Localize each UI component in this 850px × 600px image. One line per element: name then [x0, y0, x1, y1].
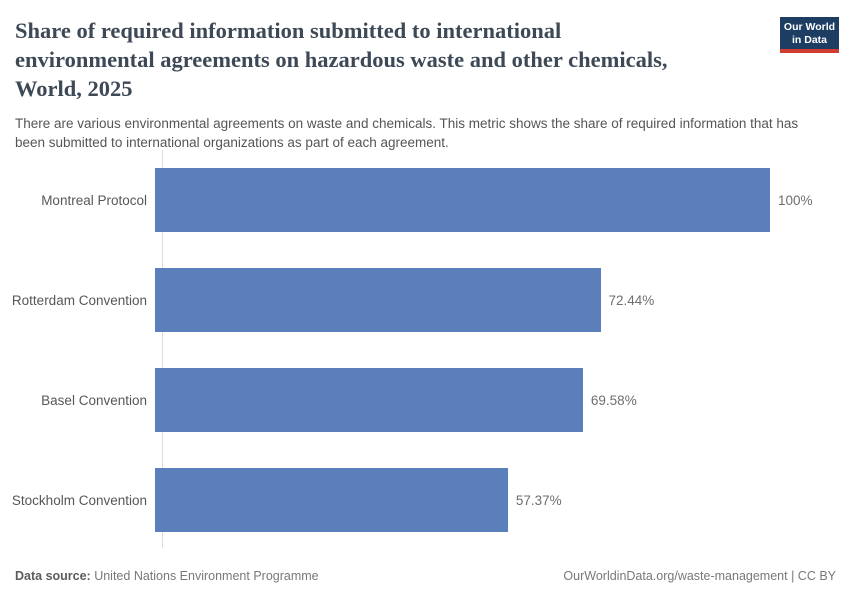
header: Share of required information submitted … — [15, 16, 839, 152]
data-source-text: United Nations Environment Programme — [90, 569, 319, 583]
chart-row: Rotterdam Convention 72.44% — [0, 250, 850, 350]
chart-title-line-2: environmental agreements on hazardous wa… — [15, 47, 668, 72]
owid-logo-line-1: Our World — [783, 21, 836, 33]
bar-area: 57.37% — [155, 468, 850, 532]
value-label: 100% — [778, 192, 813, 208]
bar-chart: Montreal Protocol 100% Rotterdam Convent… — [0, 150, 850, 550]
bar-area: 100% — [155, 168, 850, 232]
bar-area: 72.44% — [155, 268, 850, 332]
bar[interactable] — [155, 168, 770, 232]
category-label: Stockholm Convention — [11, 492, 147, 508]
category-label: Rotterdam Convention — [11, 292, 147, 308]
chart-subtitle: There are various environmental agreemen… — [15, 116, 799, 150]
category-label: Basel Convention — [41, 392, 147, 408]
value-label: 72.44% — [608, 292, 655, 308]
owid-logo-line-2: in Data — [791, 33, 827, 46]
bar-area: 69.58% — [155, 368, 850, 432]
chart-title-line-3: World, 2025 — [15, 76, 133, 101]
footer: Data source: United Nations Environment … — [15, 568, 836, 585]
bar[interactable] — [155, 468, 508, 532]
bar[interactable] — [155, 368, 583, 432]
chart-row: Basel Convention 69.58% — [0, 350, 850, 450]
owid-logo[interactable]: Our World in Data — [780, 17, 839, 53]
bar[interactable] — [155, 268, 601, 332]
data-source: Data source: United Nations Environment … — [15, 568, 319, 585]
chart-title-line-1: Share of required information submitted … — [15, 18, 562, 43]
y-axis-line — [162, 150, 163, 548]
chart-row: Stockholm Convention 57.37% — [0, 450, 850, 550]
chart-row: Montreal Protocol 100% — [0, 150, 850, 250]
category-label: Montreal Protocol — [41, 192, 147, 208]
value-label: 57.37% — [515, 492, 562, 508]
data-source-label: Data source: — [15, 569, 91, 583]
footer-link[interactable]: OurWorldinData.org/waste-management | CC… — [563, 569, 836, 583]
value-label: 69.58% — [590, 392, 637, 408]
chart-title: Share of required information submitted … — [15, 16, 835, 103]
